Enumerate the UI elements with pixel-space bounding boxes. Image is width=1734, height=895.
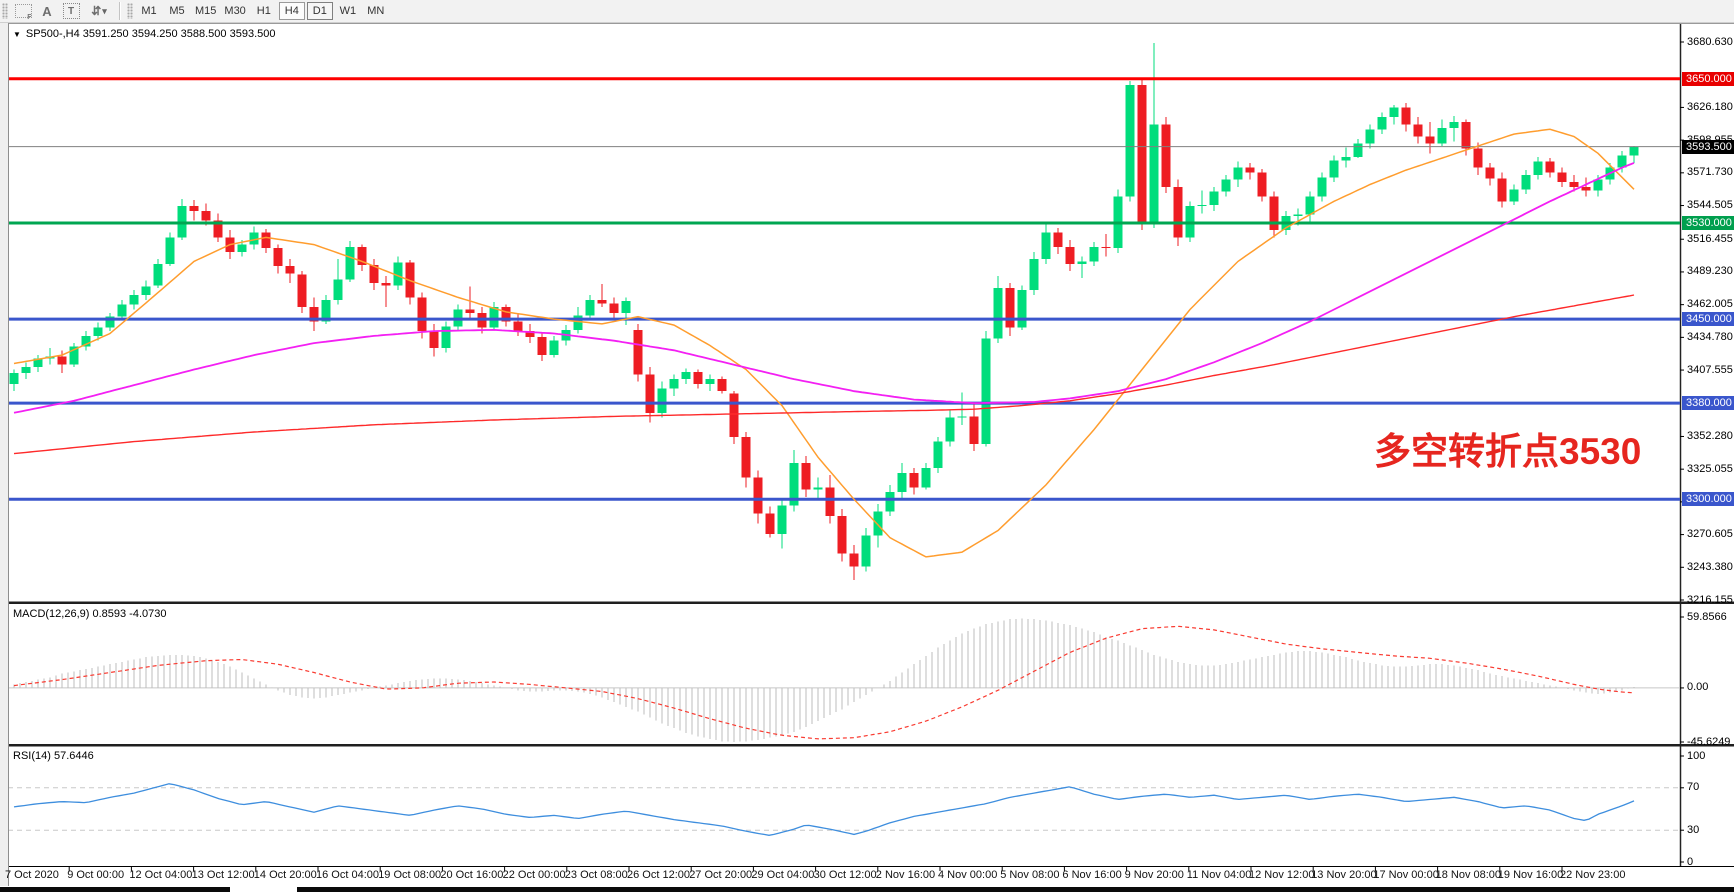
dropdown-caret-icon[interactable]: ▾ xyxy=(102,5,107,16)
toolbar-grip[interactable] xyxy=(2,3,8,19)
toolbar-grip[interactable] xyxy=(127,3,133,19)
toolbar: F A T ⇵ ▾ M1 M5 M15 M30 H1 H4 D1 W1 MN xyxy=(0,0,1734,23)
ma-red xyxy=(13,294,1635,455)
chart-text-annotation[interactable]: 多空转折点3530 xyxy=(1374,431,1642,472)
toolbar-separator xyxy=(119,2,121,20)
timeframe-group: M1 M5 M15 M30 H1 H4 D1 W1 MN xyxy=(136,2,389,20)
timeframe-button-m30[interactable]: M30 xyxy=(224,5,246,17)
timeframe-button-mn[interactable]: MN xyxy=(367,5,385,17)
chart-grid-icon[interactable]: F xyxy=(11,2,35,21)
letter-a-icon[interactable]: A xyxy=(42,3,52,19)
left-panel-edge[interactable] xyxy=(0,23,9,886)
timeframe-button-w1[interactable]: W1 xyxy=(339,5,357,17)
macd-indicator-label: MACD(12,26,9) 0.8593 -4.0730 xyxy=(13,608,167,620)
timeframe-button-m1[interactable]: M1 xyxy=(141,5,157,17)
collapse-icon[interactable]: ▼ xyxy=(13,30,21,39)
rsi-indicator-label: RSI(14) 57.6446 xyxy=(13,750,94,762)
text-tool-icon[interactable]: T xyxy=(59,2,83,20)
chart-header[interactable]: ▼ SP500-,H4 3591.250 3594.250 3588.500 35… xyxy=(13,28,275,40)
ma-magenta xyxy=(13,162,1635,414)
timeframe-button-h1[interactable]: H1 xyxy=(256,5,271,17)
timeframe-button-h4[interactable]: H4 xyxy=(278,2,305,20)
ma-orange xyxy=(13,128,1635,558)
timeframe-button-m5[interactable]: M5 xyxy=(169,5,185,17)
chart-title-ohlc: SP500-,H4 3591.250 3594.250 3588.500 359… xyxy=(25,28,276,40)
timeframe-button-d1[interactable]: D1 xyxy=(306,2,333,20)
arrows-tool-icon[interactable]: ⇵ ▾ xyxy=(91,4,107,18)
timeframe-button-m15[interactable]: M15 xyxy=(195,5,217,17)
